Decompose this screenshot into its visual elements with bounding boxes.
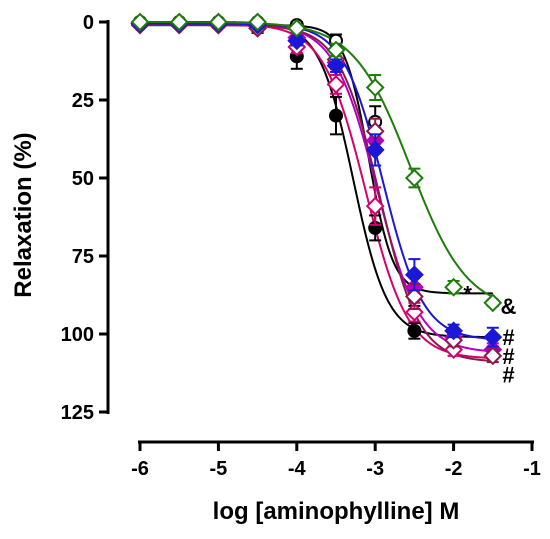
y-tick-label: 125 <box>61 402 94 424</box>
x-tick-label: -5 <box>210 458 228 480</box>
data-point <box>329 108 343 123</box>
data-point <box>287 18 307 38</box>
data-point <box>483 327 503 347</box>
significance-mark: # <box>502 325 514 350</box>
fit-curve-1 <box>140 21 493 339</box>
y-tick-label: 0 <box>83 12 94 34</box>
data-point <box>287 31 307 51</box>
data-point <box>404 168 424 188</box>
x-tick-label: -2 <box>445 458 463 480</box>
y-tick-label: 75 <box>72 246 94 268</box>
data-point <box>407 323 422 338</box>
axes: 0 25 50 75 100 125 -6 -5 -4 -3 -2 -1 <box>61 12 541 480</box>
annotations: * &### <box>463 281 516 387</box>
x-axis-title: log [aminophylline] M <box>213 498 460 525</box>
series-5 <box>130 15 503 366</box>
data-point <box>404 265 424 285</box>
significance-mark: # <box>502 363 514 388</box>
data-point <box>208 12 228 32</box>
data-point <box>365 140 385 160</box>
data-point <box>169 12 189 32</box>
fit-curve-4 <box>139 22 493 353</box>
x-tick-label: -1 <box>523 458 541 480</box>
data-point <box>326 74 346 94</box>
fit-curve-6 <box>140 22 493 340</box>
series-4 <box>130 14 503 360</box>
data-point <box>326 40 346 60</box>
significance-mark: # <box>502 344 514 369</box>
fit-curves <box>139 21 494 362</box>
data-point <box>483 346 503 366</box>
data-point <box>444 321 464 341</box>
x-tick-label: -6 <box>131 458 149 480</box>
significance-mark: * <box>463 281 472 306</box>
significance-mark: & <box>501 294 517 319</box>
data-point <box>483 293 503 313</box>
fit-curve-5 <box>140 24 493 362</box>
fit-curve-3 <box>140 22 493 360</box>
data-point <box>326 56 346 76</box>
data-point <box>130 12 150 32</box>
series-7 <box>130 12 503 313</box>
series-6 <box>130 14 503 348</box>
fit-curve-2 <box>140 24 493 295</box>
data-point <box>365 78 385 97</box>
data-points <box>130 12 503 366</box>
x-tick-label: -4 <box>288 458 307 480</box>
data-point <box>248 12 268 32</box>
data-point <box>365 196 385 216</box>
y-tick-label: 100 <box>61 324 94 346</box>
fit-curve-7 <box>140 21 494 298</box>
data-point <box>404 287 424 306</box>
series-1 <box>133 15 422 340</box>
data-point <box>444 277 464 297</box>
x-tick-label: -3 <box>366 458 384 480</box>
y-axis-title: Relaxation (%) <box>10 132 37 297</box>
y-tick-label: 25 <box>72 90 94 112</box>
y-tick-label: 50 <box>72 168 94 190</box>
